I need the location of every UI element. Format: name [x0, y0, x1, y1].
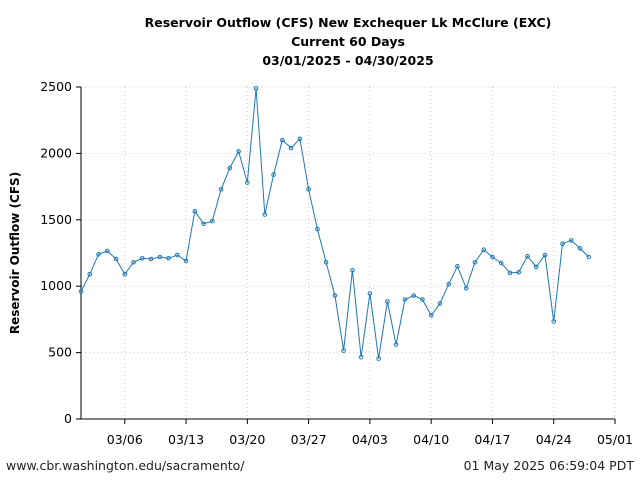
data-point [490, 254, 495, 260]
data-point [271, 172, 276, 177]
data-point [420, 297, 425, 302]
data-point [96, 252, 101, 257]
data-point [131, 260, 136, 265]
data-point [175, 252, 180, 258]
x-tick-label: 04/24 [536, 432, 572, 447]
data-point [507, 270, 513, 276]
x-tick-label: 03/13 [168, 432, 204, 447]
data-point [183, 258, 189, 264]
data-point [192, 208, 198, 214]
data-point [367, 291, 373, 296]
y-tick-label: 2000 [40, 145, 72, 160]
data-point [472, 260, 478, 265]
x-tick-label: 05/01 [597, 432, 633, 447]
data-point [428, 313, 434, 318]
data-point [323, 260, 329, 265]
data-point [148, 256, 154, 262]
data-point [236, 149, 241, 154]
data-point [218, 187, 224, 192]
chart-title-line3: 03/01/2025 - 04/30/2025 [262, 53, 434, 68]
data-point [306, 187, 311, 192]
data-point [350, 268, 355, 273]
data-point [315, 226, 320, 232]
x-tick-label: 04/10 [413, 432, 449, 447]
y-tick-label: 500 [48, 345, 72, 360]
chart-title-line2: Current 60 Days [291, 34, 405, 49]
data-point [437, 301, 443, 306]
data-point [533, 264, 539, 270]
data-point [385, 299, 390, 304]
data-point [297, 136, 303, 142]
data-point [166, 256, 171, 261]
data-point [253, 86, 259, 91]
x-tick-label: 03/20 [229, 432, 265, 447]
data-point [516, 270, 522, 275]
data-point [446, 281, 452, 287]
y-axis-label: Reservoir Outflow (CFS) [8, 172, 22, 334]
y-tick-label: 2500 [40, 79, 72, 94]
data-point [393, 342, 399, 347]
data-point [551, 319, 557, 324]
data-point [525, 253, 530, 259]
data-point [201, 221, 206, 227]
data-point [402, 297, 408, 302]
data-point [105, 248, 110, 254]
data-point [376, 356, 381, 361]
y-tick-label: 0 [64, 411, 72, 426]
outflow-series-line [80, 88, 590, 359]
data-point [78, 289, 84, 294]
data-point [210, 218, 215, 224]
x-tick-label: 04/03 [352, 432, 388, 447]
source-url[interactable]: www.cbr.washington.edu/sacramento/ [6, 458, 245, 473]
chart-title-line1: Reservoir Outflow (CFS) New Exchequer Lk… [144, 15, 552, 30]
data-point [341, 348, 346, 353]
data-point [577, 246, 583, 251]
data-point [157, 254, 163, 260]
data-point [498, 260, 504, 266]
data-point [411, 293, 417, 298]
x-tick-label: 04/17 [474, 432, 510, 447]
data-point [455, 264, 460, 269]
data-point [332, 293, 338, 298]
data-point [122, 271, 128, 277]
data-point [568, 238, 574, 243]
data-point [262, 212, 268, 217]
data-point [140, 256, 145, 261]
data-point [481, 247, 487, 252]
data-point [87, 271, 93, 277]
data-point [288, 145, 294, 151]
data-point [542, 252, 548, 258]
data-point [227, 165, 233, 171]
data-point [463, 285, 469, 291]
data-point [358, 354, 364, 360]
data-point [280, 137, 285, 143]
x-tick-label: 03/27 [291, 432, 327, 447]
data-point [586, 254, 592, 260]
data-point [245, 180, 250, 185]
generated-timestamp: 01 May 2025 06:59:04 PDT [463, 458, 634, 473]
y-tick-label: 1000 [40, 278, 72, 293]
y-tick-label: 1500 [40, 212, 72, 227]
data-point [113, 256, 119, 262]
x-tick-label: 03/06 [107, 432, 143, 447]
data-point [560, 241, 565, 246]
